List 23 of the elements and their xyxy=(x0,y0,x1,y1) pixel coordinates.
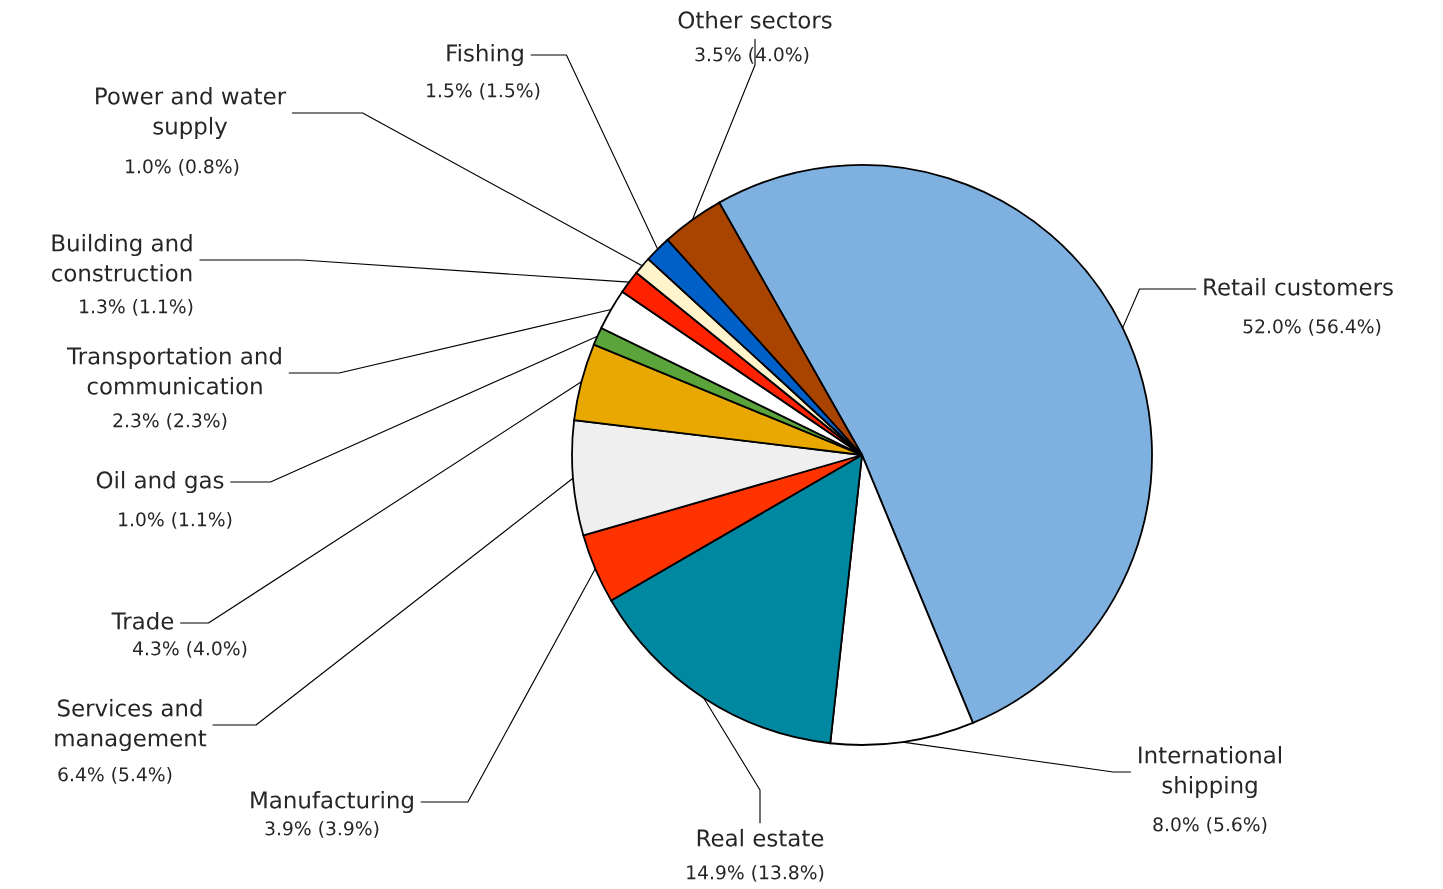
data-label: 1.0% (1.1%) xyxy=(119,511,232,529)
slice-label: Other sectors xyxy=(678,10,832,29)
slice-label: Fishing xyxy=(447,43,523,67)
data-label: 6.4% (5.4%) xyxy=(58,766,172,784)
data-label: 1.0% (0.8%) xyxy=(126,158,239,176)
data-label: 1.3% (1.1%) xyxy=(80,298,193,316)
slice-label: Power and water supply xyxy=(96,86,287,140)
slice-label: Transportation and communication xyxy=(67,346,281,395)
data-label: 2.3% (2.3%) xyxy=(113,412,227,430)
data-label: 1.5% (1.5%) xyxy=(427,82,540,100)
slice-label: Real estate xyxy=(697,828,824,847)
data-label: 3.9% (3.9%) xyxy=(265,820,379,838)
slice-label: Oil and gas xyxy=(96,470,224,494)
data-label: 52.0% (56.4%) xyxy=(1243,318,1381,336)
slice-label: International shipping xyxy=(1139,745,1281,799)
data-label: 4.3% (4.0%) xyxy=(132,640,247,658)
slice-label: Services and management xyxy=(55,698,207,752)
slice-label: Retail customers xyxy=(1204,277,1393,296)
data-label: 14.9% (13.8%) xyxy=(687,864,824,882)
slice-label: Trade xyxy=(111,611,174,630)
slice-label: Building and construction xyxy=(52,233,192,282)
data-label: 8.0% (5.6%) xyxy=(1153,816,1267,834)
slice-label: Manufacturing xyxy=(251,790,413,814)
